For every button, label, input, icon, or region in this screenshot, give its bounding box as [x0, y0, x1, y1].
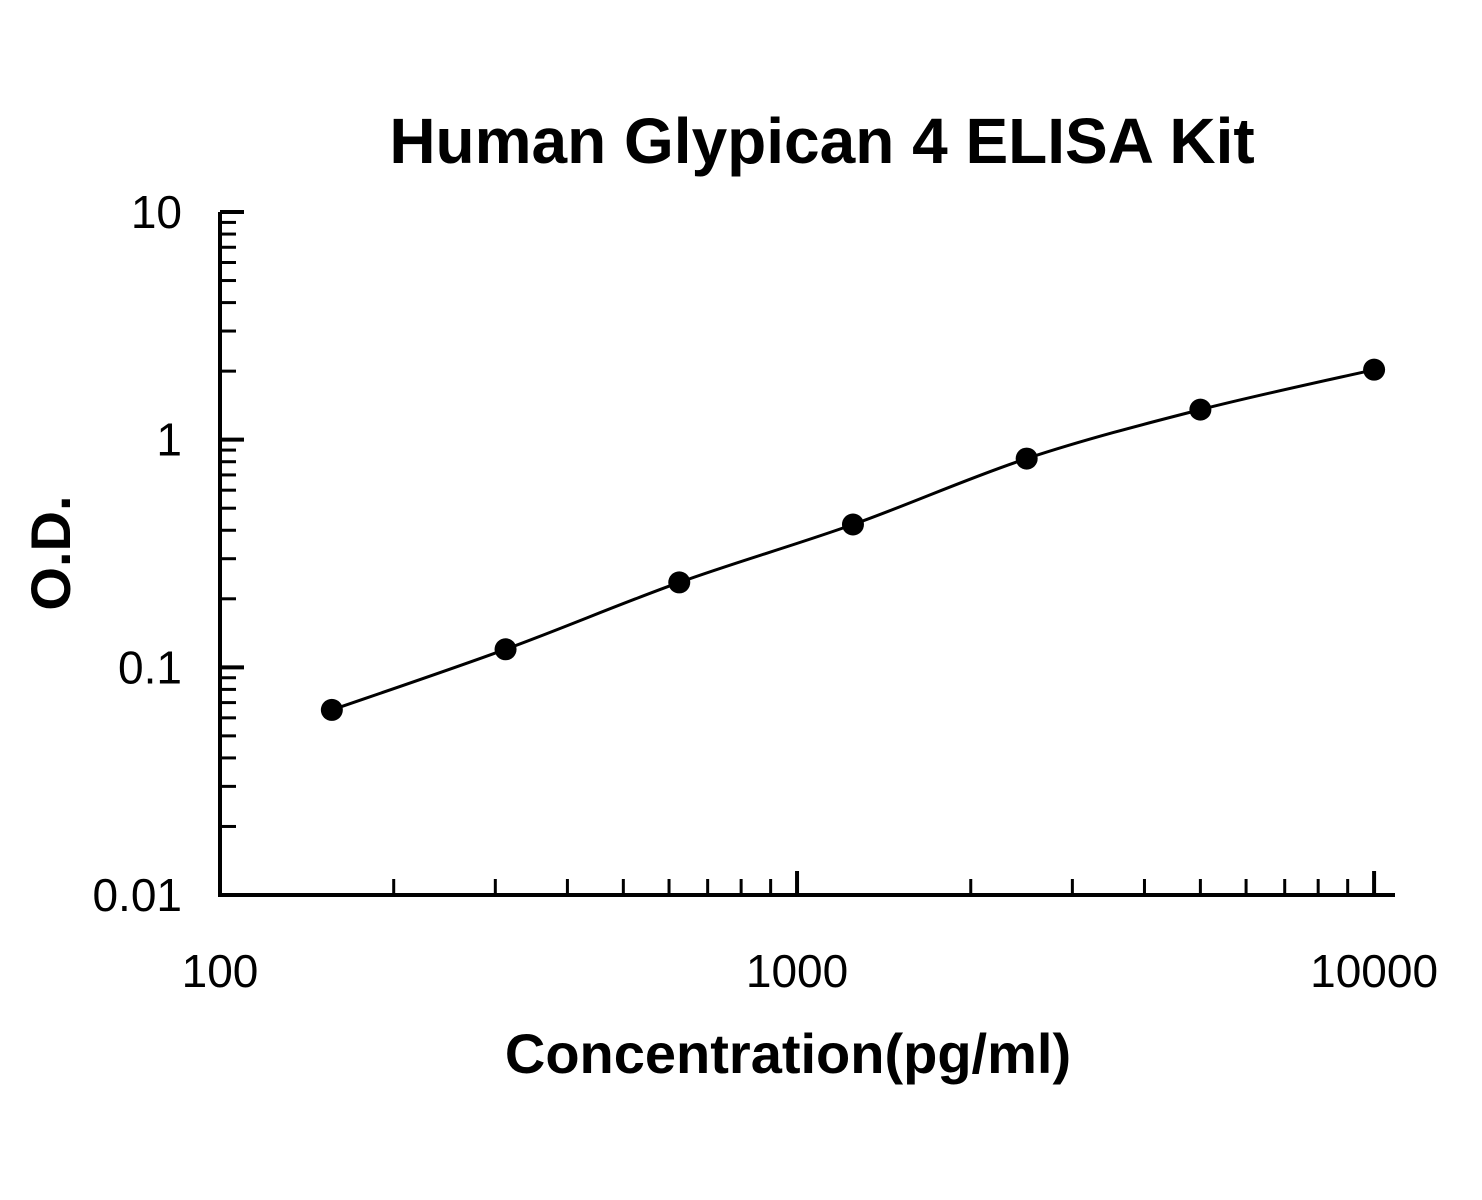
data-point — [1189, 398, 1212, 421]
y-tick-label: 10 — [131, 186, 182, 238]
data-point — [841, 513, 864, 536]
data-point — [320, 698, 343, 721]
x-axis-label: Concentration(pg/ml) — [505, 1022, 1071, 1085]
data-point — [494, 638, 517, 661]
x-tick-label: 10000 — [1310, 945, 1438, 997]
chart-title: Human Glypican 4 ELISA Kit — [389, 105, 1254, 177]
x-tick-label: 100 — [182, 945, 259, 997]
y-tick-label: 0.1 — [118, 641, 182, 693]
y-tick-label: 1 — [156, 414, 182, 466]
x-tick-label: 1000 — [746, 945, 848, 997]
data-point — [668, 571, 691, 594]
y-tick-label: 0.01 — [92, 869, 182, 921]
y-axis-label: O.D. — [19, 495, 82, 610]
fit-curve — [331, 368, 1375, 712]
data-point — [1015, 447, 1038, 470]
data-point — [1363, 358, 1386, 381]
